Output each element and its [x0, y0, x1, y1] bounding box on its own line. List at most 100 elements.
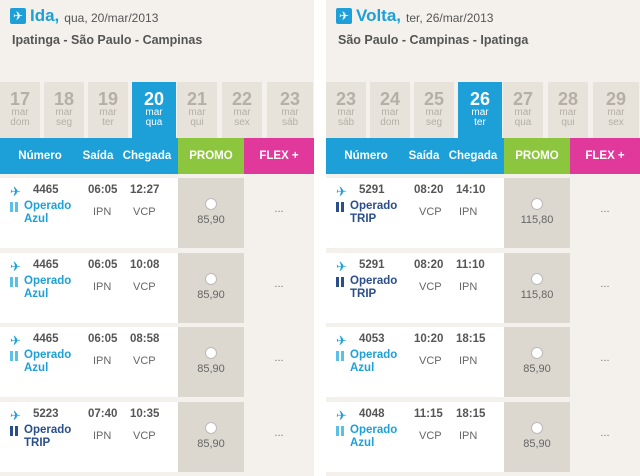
arrival-time: 08:58: [130, 333, 160, 345]
date-selector: 23 mar sáb 24 mar dom 25 mar seg 26 mar ter 27 ma…: [326, 82, 640, 138]
date-tab-28[interactable]: 28 mar qui: [548, 82, 589, 138]
destination-code: VCP: [133, 281, 156, 293]
destination-code: IPN: [459, 355, 478, 367]
radio-button[interactable]: [531, 347, 543, 359]
direction-label: Ida,: [30, 6, 60, 25]
date-tab-26-selected[interactable]: 26 mar ter: [458, 82, 503, 138]
outbound-panel: ✈ Ida, qua, 20/mar/2013 Ipatinga - São P…: [0, 0, 314, 476]
fare-price: 85,90: [197, 289, 225, 301]
date-tab-22[interactable]: 22 mar sex: [222, 82, 263, 138]
flight-number: 5223: [33, 408, 59, 420]
flex-fare-cell[interactable]: ...: [244, 178, 314, 248]
return-panel: ✈ Volta, ter, 26/mar/2013 São Paulo - Ca…: [326, 0, 640, 476]
departure-time: 06:05: [88, 333, 118, 345]
arrival-time: 10:35: [130, 408, 160, 420]
flight-number: 4465: [33, 333, 59, 345]
flex-fare-cell[interactable]: ...: [244, 327, 314, 397]
flex-fare-cell[interactable]: ...: [570, 253, 640, 323]
operator-name: Azul: [350, 436, 375, 449]
departure-time: 11:15: [414, 408, 443, 420]
flight-row: ✈ 5223 07:40 10:35 IPN VCP Operado TRIP 8…: [0, 402, 314, 472]
flex-fare-cell[interactable]: ...: [244, 402, 314, 472]
operator-name: Azul: [24, 287, 49, 300]
operator-name: Azul: [350, 361, 375, 374]
column-headers: Número Saída Chegada PROMO FLEX +: [326, 138, 640, 174]
departure-time: 06:05: [88, 259, 118, 271]
radio-button[interactable]: [205, 422, 217, 434]
airplane-icon: ✈: [10, 184, 21, 199]
operator-prefix: Operado: [24, 424, 72, 436]
date-tab-20-selected[interactable]: 20 mar qua: [132, 82, 177, 138]
promo-fare-cell[interactable]: 85,90: [504, 402, 570, 472]
date-tab-24[interactable]: 24 mar dom: [370, 82, 411, 138]
radio-button[interactable]: [205, 198, 217, 210]
promo-fare-cell[interactable]: 85,90: [178, 327, 244, 397]
origin-code: VCP: [419, 430, 442, 442]
operator-prefix: Operado: [350, 275, 398, 287]
airplane-icon: ✈: [10, 259, 21, 274]
radio-button[interactable]: [531, 198, 543, 210]
date-tab-29[interactable]: 29 mar sex: [593, 82, 640, 138]
route-label: Ipatinga - São Paulo - Campinas: [12, 33, 203, 47]
header-numero: Número: [0, 138, 80, 174]
fare-price: 85,90: [523, 363, 551, 375]
radio-button[interactable]: [531, 422, 543, 434]
promo-fare-cell[interactable]: 85,90: [178, 253, 244, 323]
column-headers: Número Saída Chegada PROMO FLEX +: [0, 138, 314, 174]
promo-fare-cell[interactable]: 115,80: [504, 178, 570, 248]
flight-row: ✈ 4048 11:15 18:15 VCP IPN Operado Azul 8…: [326, 402, 640, 472]
date-tab-27[interactable]: 27 mar qua: [503, 82, 544, 138]
date-tab-19[interactable]: 19 mar ter: [88, 82, 129, 138]
flex-fare-cell[interactable]: ...: [570, 178, 640, 248]
destination-code: VCP: [133, 430, 156, 442]
date-tab-25[interactable]: 25 mar seg: [414, 82, 455, 138]
operator-prefix: Operado: [350, 349, 398, 361]
departure-time: 08:20: [414, 259, 444, 271]
operator-prefix: Operado: [24, 349, 72, 361]
flight-row: ✈ 4465 06:05 12:27 IPN VCP Operado Azul 8…: [0, 178, 314, 248]
flight-number: 4053: [359, 333, 385, 345]
fare-price: 85,90: [197, 438, 225, 450]
flex-fare-cell[interactable]: ...: [570, 402, 640, 472]
operator-prefix: Operado: [24, 275, 72, 287]
flex-fare-cell[interactable]: ...: [570, 327, 640, 397]
promo-fare-cell[interactable]: 85,90: [178, 178, 244, 248]
date-tab-18[interactable]: 18 mar seg: [44, 82, 85, 138]
operator-prefix: Operado: [24, 200, 72, 212]
departure-time: 06:05: [88, 184, 118, 196]
arrival-time: 18:15: [456, 408, 486, 420]
radio-button[interactable]: [205, 273, 217, 285]
date-tab-17[interactable]: 17 mar dom: [0, 82, 41, 138]
promo-fare-cell[interactable]: 85,90: [504, 327, 570, 397]
header-numero: Número: [326, 138, 406, 174]
fare-price: 85,90: [197, 363, 225, 375]
origin-code: VCP: [419, 355, 442, 367]
arrival-time: 18:15: [456, 333, 486, 345]
flight-row: ✈ 4053 10:20 18:15 VCP IPN Operado Azul 8…: [326, 327, 640, 397]
panel-divider: [314, 0, 326, 476]
operator-name: TRIP: [350, 212, 377, 225]
origin-code: VCP: [419, 206, 442, 218]
flight-number: 5291: [359, 259, 385, 271]
flight-row: ✈ 5291 08:20 14:10 VCP IPN Operado TRIP 1…: [326, 178, 640, 248]
operator-logo-icon: [336, 426, 344, 436]
header-chegada: Chegada: [116, 138, 178, 174]
airplane-icon: ✈: [336, 333, 347, 348]
origin-code: IPN: [93, 355, 112, 367]
flex-fare-cell[interactable]: ...: [244, 253, 314, 323]
date-tab-23[interactable]: 23 mar sáb: [267, 82, 314, 138]
flight-number: 4465: [33, 259, 59, 271]
radio-button[interactable]: [531, 273, 543, 285]
date-tab-23[interactable]: 23 mar sáb: [326, 82, 367, 138]
promo-fare-cell[interactable]: 115,80: [504, 253, 570, 323]
operator-name: Azul: [24, 361, 49, 374]
operator-logo-icon: [336, 277, 344, 287]
fare-price: 85,90: [197, 214, 225, 226]
radio-button[interactable]: [205, 347, 217, 359]
promo-fare-cell[interactable]: 85,90: [178, 402, 244, 472]
airplane-icon: ✈: [10, 8, 26, 24]
operator-logo-icon: [10, 202, 18, 212]
date-tab-21[interactable]: 21 mar qui: [177, 82, 218, 138]
destination-code: IPN: [459, 430, 478, 442]
airplane-icon: ✈: [10, 333, 21, 348]
